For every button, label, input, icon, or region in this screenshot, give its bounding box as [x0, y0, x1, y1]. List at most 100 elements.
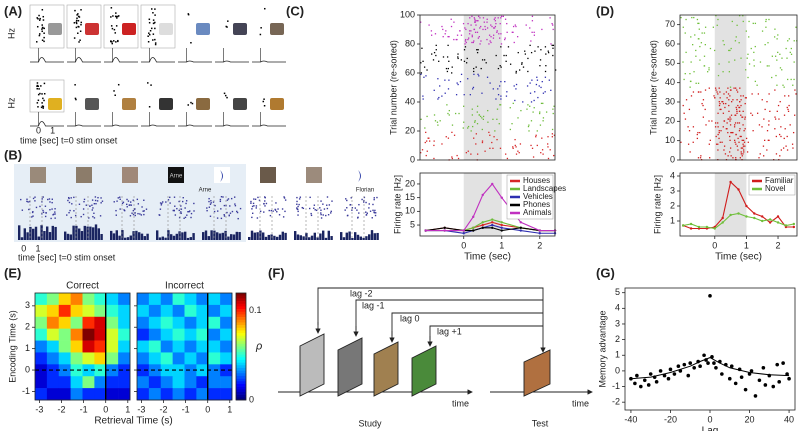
plot-frame [624, 287, 796, 411]
spike [689, 151, 691, 153]
spike [542, 92, 545, 94]
spike [93, 217, 96, 219]
spike [742, 143, 744, 145]
spike [483, 21, 485, 23]
spike [154, 8, 156, 10]
histogram-bar [51, 225, 54, 240]
spike [447, 36, 449, 38]
spike [70, 216, 72, 219]
spike [550, 43, 552, 45]
spike [48, 198, 51, 200]
spike [768, 120, 770, 122]
unit-frame [140, 4, 176, 49]
spike [493, 18, 495, 20]
spike [444, 79, 446, 81]
spike [263, 98, 265, 100]
spike [794, 89, 796, 91]
point [491, 221, 494, 224]
heat-cell [94, 376, 107, 389]
spike [41, 198, 43, 200]
spike [79, 39, 81, 41]
subplot-title: Incorrect [165, 281, 204, 292]
panel-label: (A) [4, 3, 22, 18]
unit-frame [29, 4, 65, 49]
heat-cell [208, 388, 221, 401]
spike [346, 199, 348, 202]
spike [94, 196, 97, 198]
spike [735, 114, 737, 116]
spike [723, 93, 725, 95]
spike [718, 104, 721, 107]
spike [479, 17, 481, 19]
person-name: Arne [199, 188, 212, 194]
colorbar-slice [236, 378, 246, 382]
name-figure [358, 170, 361, 182]
spike [738, 122, 741, 124]
spike [474, 18, 476, 20]
spike [766, 130, 769, 132]
point [472, 215, 475, 219]
heat-cell [137, 293, 150, 306]
spike [212, 201, 215, 203]
spike [111, 42, 114, 45]
face-image [30, 167, 46, 183]
colorbar-label: ρ [255, 340, 262, 352]
spike [729, 95, 731, 97]
spike [94, 199, 97, 202]
spike [435, 49, 437, 51]
spike [481, 141, 484, 144]
spike [92, 215, 94, 218]
heat-cell [172, 388, 185, 401]
spike [326, 207, 329, 210]
spike [736, 91, 739, 93]
histogram-bar [250, 230, 254, 240]
spike [552, 28, 554, 31]
histogram-bar [143, 236, 146, 240]
spike [115, 15, 118, 18]
spike [756, 84, 758, 86]
spike [526, 108, 528, 110]
histogram-bar [94, 224, 98, 240]
spike [167, 199, 170, 201]
spike [459, 30, 461, 32]
histogram-bar [313, 232, 316, 240]
spike [80, 21, 83, 24]
spike [725, 128, 727, 130]
spike [284, 210, 286, 213]
spike [781, 69, 783, 71]
spike [786, 135, 788, 138]
point [753, 216, 756, 220]
spike [473, 40, 475, 42]
spike [697, 157, 700, 159]
spike [493, 27, 496, 29]
spike [775, 74, 777, 77]
heat-cell [46, 388, 60, 401]
point [729, 180, 732, 184]
spike [111, 41, 113, 43]
spike [234, 203, 236, 205]
x-tick-label: 0 [21, 243, 26, 253]
y-tick-label: 50 [665, 58, 675, 68]
spike [476, 49, 478, 51]
spike [71, 203, 73, 205]
spike [544, 70, 547, 73]
rate-curve [252, 124, 286, 127]
spike [759, 153, 761, 155]
heat-cell [70, 293, 83, 306]
point [697, 225, 701, 229]
spike [358, 203, 360, 206]
spike [457, 56, 459, 58]
spike [551, 128, 554, 131]
spike [741, 155, 743, 157]
spike [515, 70, 517, 73]
spike [722, 40, 724, 42]
spike [539, 59, 542, 61]
rate-curve [252, 60, 286, 63]
spike [792, 131, 795, 134]
spike [742, 110, 744, 112]
spike [482, 118, 484, 120]
spike [492, 88, 494, 90]
spike [80, 9, 82, 11]
spike [552, 47, 554, 49]
point [481, 221, 484, 224]
